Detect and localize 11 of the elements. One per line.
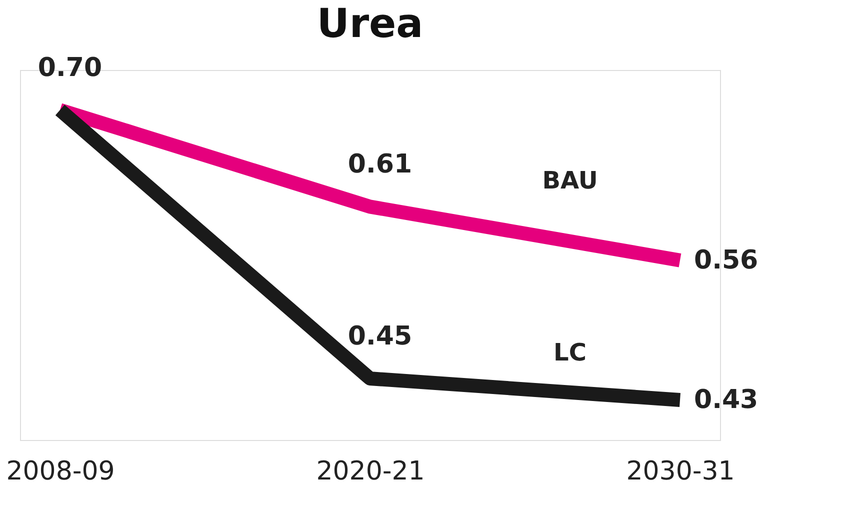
data-label: 0.56 xyxy=(694,245,758,276)
data-label: 0.43 xyxy=(694,385,758,415)
data-label: 0.61 xyxy=(348,150,412,180)
data-label: 0.70 xyxy=(38,53,102,83)
data-label: 0.45 xyxy=(348,322,412,352)
chart-title: Urea xyxy=(316,1,424,47)
x-tick-label: 2030-31 xyxy=(626,456,735,486)
series-label: BAU xyxy=(542,166,598,195)
x-tick-label: 2008-09 xyxy=(6,456,115,486)
series-label: LC xyxy=(554,338,586,367)
x-tick-label: 2020-21 xyxy=(316,456,425,486)
